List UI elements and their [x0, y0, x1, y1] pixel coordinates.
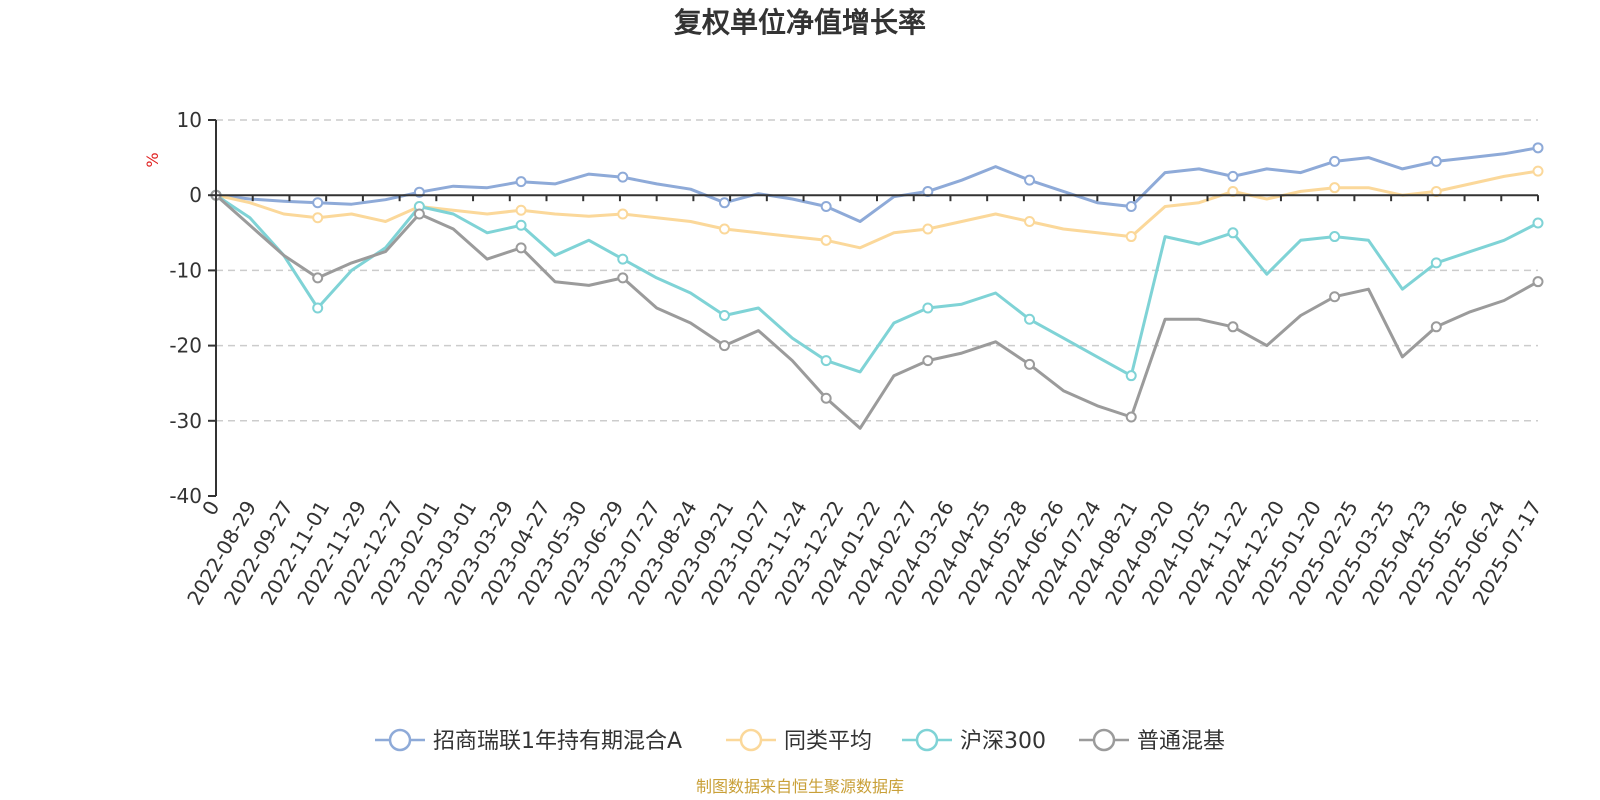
x-tick-labels: 02022-08-292022-09-272022-11-012022-11-2… — [182, 195, 1546, 609]
legend-label-0: 招商瑞联1年持有期混合A — [433, 729, 682, 754]
series-2-point-9 — [515, 219, 527, 231]
series-line-0 — [215, 146, 1539, 223]
legend-item-3[interactable]: 普通混基 — [1079, 728, 1225, 754]
series-2-point-15 — [718, 310, 730, 322]
y-tick-label-0: 10 — [177, 108, 202, 132]
gridlines — [216, 119, 1538, 422]
series-3-point-9 — [515, 242, 527, 254]
legend-label-1: 同类平均 — [784, 729, 872, 754]
y-tick-label-3: -20 — [169, 334, 202, 358]
series-2-point-18 — [820, 355, 832, 367]
chart-title: 复权单位净值增长率 — [674, 6, 926, 39]
series-0-point-18 — [820, 200, 832, 212]
legend-marker-0 — [388, 728, 412, 752]
x-tick-label-0: 0 — [197, 497, 224, 520]
legend-label-3: 普通混基 — [1137, 729, 1225, 754]
series-0-point-36 — [1430, 155, 1442, 167]
legend: 招商瑞联1年持有期混合A 同类平均 沪深300 普通混基 — [375, 728, 1225, 754]
series-1-point-15 — [718, 223, 730, 235]
series-2-point-39 — [1532, 217, 1544, 229]
y-tick-label-2: -10 — [169, 258, 202, 282]
legend-marker-2 — [915, 728, 939, 752]
series-3-point-18 — [820, 392, 832, 404]
series-3-point-30 — [1227, 321, 1239, 333]
series-3-point-27 — [1125, 411, 1137, 423]
series-2-point-3 — [312, 302, 324, 314]
series-3-point-6 — [413, 208, 425, 220]
series-3-point-21 — [922, 355, 934, 367]
legend-label-2: 沪深300 — [960, 729, 1046, 754]
series-3-point-36 — [1430, 321, 1442, 333]
series-line-1 — [215, 169, 1539, 250]
series-2-point-24 — [1024, 313, 1036, 325]
series-3-point-24 — [1024, 358, 1036, 370]
legend-item-1[interactable]: 同类平均 — [726, 728, 872, 754]
series-3-point-33 — [1329, 291, 1341, 303]
series-0-point-12 — [617, 171, 629, 183]
series-0-point-24 — [1024, 174, 1036, 186]
series-1-point-3 — [312, 212, 324, 224]
series-line-2 — [215, 193, 1539, 378]
series-1-point-12 — [617, 208, 629, 220]
series-1-point-21 — [922, 223, 934, 235]
series-1-point-9 — [515, 204, 527, 216]
series-3-point-3 — [312, 272, 324, 284]
y-tick-labels: 10 0 -10 -20 -30 -40 — [169, 108, 216, 508]
y-unit-label: % — [143, 152, 162, 167]
y-tick-label-5: -40 — [169, 484, 202, 508]
series-2-point-30 — [1227, 227, 1239, 239]
legend-item-0[interactable]: 招商瑞联1年持有期混合A — [375, 728, 682, 754]
series-2-point-36 — [1430, 257, 1442, 269]
legend-marker-1 — [739, 728, 763, 752]
series-0-point-39 — [1532, 142, 1544, 154]
series-1-point-33 — [1329, 182, 1341, 194]
series-line-3 — [215, 194, 1539, 430]
series-1-point-27 — [1125, 231, 1137, 243]
series-lines — [210, 142, 1544, 430]
series-0-point-9 — [515, 176, 527, 188]
y-tick-label-1: 0 — [189, 183, 202, 207]
y-tick-label-4: -30 — [169, 409, 202, 433]
series-2-point-12 — [617, 253, 629, 265]
source-note: 制图数据来自恒生聚源数据库 — [696, 777, 904, 796]
series-2-point-27 — [1125, 370, 1137, 382]
series-2-point-33 — [1329, 231, 1341, 243]
series-0-point-3 — [312, 197, 324, 209]
series-1-point-18 — [820, 234, 832, 246]
series-0-point-33 — [1329, 155, 1341, 167]
axes — [215, 120, 1538, 496]
legend-marker-3 — [1092, 728, 1116, 752]
series-0-point-27 — [1125, 200, 1137, 212]
series-0-point-30 — [1227, 170, 1239, 182]
legend-item-2[interactable]: 沪深300 — [902, 728, 1046, 754]
series-1-point-39 — [1532, 165, 1544, 177]
series-3-point-39 — [1532, 276, 1544, 288]
series-0-point-15 — [718, 197, 730, 209]
series-3-point-15 — [718, 340, 730, 352]
series-2-point-21 — [922, 302, 934, 314]
series-3-point-12 — [617, 272, 629, 284]
series-1-point-24 — [1024, 216, 1036, 228]
